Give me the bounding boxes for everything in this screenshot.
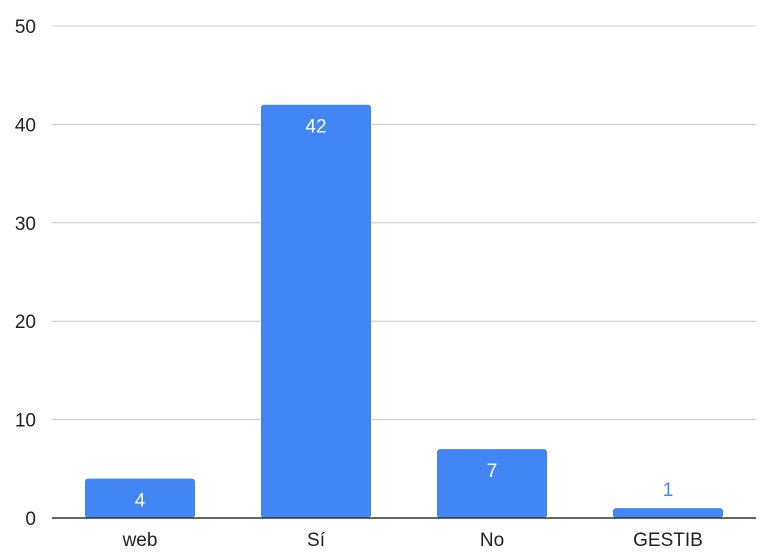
gridlines [52, 25, 756, 421]
data-label: 7 [487, 461, 498, 482]
bars [85, 104, 723, 518]
y-tick-label: 20 [15, 312, 36, 333]
data-label: 42 [305, 117, 326, 138]
data-labels: 4 42 7 1 [135, 117, 674, 512]
x-tick-label: web [122, 530, 158, 551]
x-tick-label: Sí [307, 530, 326, 551]
data-label: 1 [663, 480, 674, 501]
y-axis-ticks: 0 10 20 30 40 50 [15, 17, 36, 530]
bar [85, 478, 195, 518]
bar [613, 508, 723, 518]
x-tick-label: GESTIB [633, 530, 703, 551]
y-tick-label: 10 [15, 411, 36, 432]
y-tick-label: 40 [15, 115, 36, 136]
bar [261, 104, 371, 518]
x-axis-ticks: web Sí No GESTIB [122, 530, 703, 551]
bar [437, 449, 547, 518]
y-tick-label: 50 [15, 17, 36, 38]
y-tick-label: 30 [15, 214, 36, 235]
y-tick-label: 0 [25, 509, 36, 530]
x-tick-label: No [480, 530, 504, 551]
data-label: 4 [135, 491, 146, 512]
